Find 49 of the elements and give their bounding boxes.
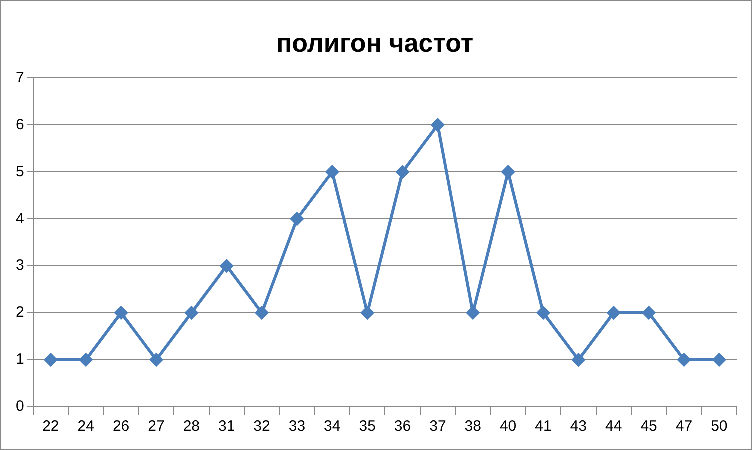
x-tick-label: 36	[394, 418, 412, 436]
x-tick-label: 38	[464, 418, 482, 436]
x-tick-label: 41	[535, 418, 552, 436]
x-tick-label: 44	[606, 418, 622, 436]
x-tick-label: 40	[500, 418, 517, 436]
point	[256, 306, 269, 320]
point	[361, 306, 374, 320]
x-tick-label: 27	[148, 418, 165, 436]
x-tick-label: 28	[183, 418, 200, 436]
point	[220, 260, 234, 273]
x-tick-label: 47	[676, 418, 693, 436]
x-tick-label: 37	[430, 418, 446, 436]
y-tick-label: 4	[16, 210, 24, 228]
point	[431, 118, 444, 132]
point	[642, 306, 656, 320]
y-tick-label: 6	[16, 116, 24, 134]
point	[536, 306, 550, 320]
x-tick-label: 50	[711, 418, 728, 436]
point	[80, 354, 93, 367]
x-tick-label: 32	[254, 418, 270, 436]
point	[185, 306, 198, 320]
point	[44, 354, 58, 367]
point	[290, 212, 304, 226]
y-tick-label: 1	[16, 351, 24, 368]
x-tick-label: 34	[324, 418, 341, 436]
x-tick-label: 43	[570, 418, 588, 436]
point	[326, 166, 339, 179]
x-tick-label: 26	[112, 418, 130, 436]
y-tick-label: 5	[16, 163, 24, 180]
x-tick-label: 33	[288, 418, 306, 436]
point	[466, 306, 480, 320]
point	[502, 166, 515, 179]
x-tick-label: 31	[218, 418, 236, 436]
point	[572, 354, 586, 367]
chart-title: полигон частот	[276, 28, 474, 58]
y-tick-label: 0	[16, 398, 24, 416]
y-tick-label: 2	[16, 304, 24, 322]
point	[396, 166, 410, 179]
point	[712, 354, 726, 367]
point	[114, 306, 128, 320]
y-tick-label: 7	[16, 69, 24, 86]
y-tick-label: 3	[16, 257, 24, 274]
x-tick-label: 22	[42, 418, 60, 436]
x-tick-label: 24	[78, 418, 94, 436]
x-tick-label: 45	[640, 418, 658, 436]
point	[150, 354, 163, 367]
point	[678, 354, 691, 367]
x-tick-label: 35	[359, 418, 376, 436]
point	[607, 306, 620, 320]
